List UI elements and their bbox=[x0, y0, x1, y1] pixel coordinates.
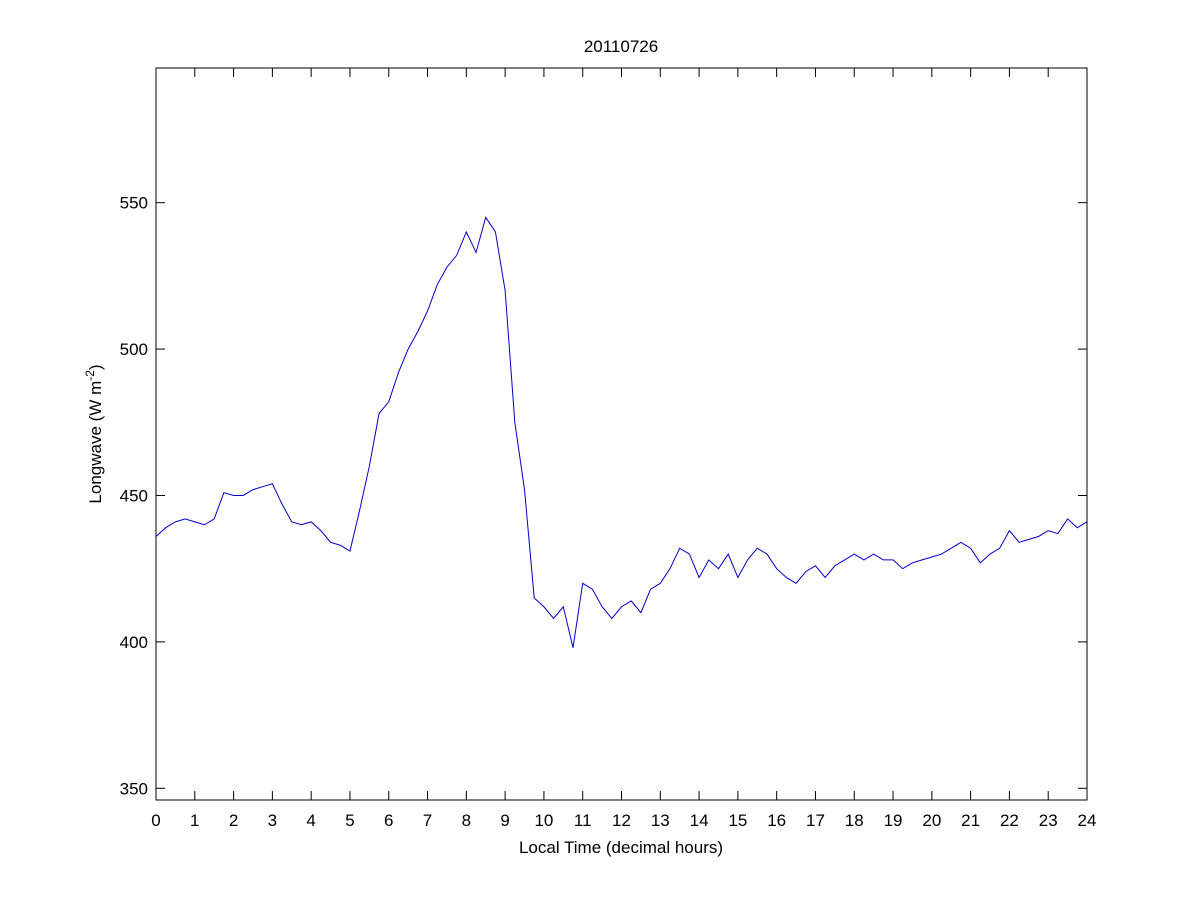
y-tick-label: 550 bbox=[120, 194, 148, 213]
x-axis-label: Local Time (decimal hours) bbox=[519, 838, 723, 857]
x-tick-label: 14 bbox=[690, 811, 709, 830]
y-tick-label: 500 bbox=[120, 340, 148, 359]
x-tick-label: 20 bbox=[922, 811, 941, 830]
x-tick-label: 21 bbox=[961, 811, 980, 830]
x-tick-label: 5 bbox=[345, 811, 354, 830]
x-tick-label: 22 bbox=[1000, 811, 1019, 830]
x-tick-label: 13 bbox=[651, 811, 670, 830]
x-tick-label: 2 bbox=[229, 811, 238, 830]
x-tick-label: 17 bbox=[806, 811, 825, 830]
y-tick-label: 350 bbox=[120, 779, 148, 798]
x-tick-label: 23 bbox=[1039, 811, 1058, 830]
y-tick-label: 400 bbox=[120, 633, 148, 652]
x-tick-label: 3 bbox=[268, 811, 277, 830]
y-label-text: Longwave (W m bbox=[86, 381, 105, 504]
x-tick-label: 9 bbox=[500, 811, 509, 830]
x-tick-label: 24 bbox=[1078, 811, 1097, 830]
y-tick-label: 450 bbox=[120, 486, 148, 505]
chart-title: 20110726 bbox=[584, 37, 658, 56]
data-line bbox=[155, 216, 1088, 648]
y-label-sup: -2 bbox=[83, 370, 97, 381]
x-tick-label: 8 bbox=[462, 811, 471, 830]
x-tick-label: 12 bbox=[612, 811, 631, 830]
x-tick-label: 16 bbox=[767, 811, 786, 830]
x-tick-label: 4 bbox=[306, 811, 315, 830]
x-tick-label: 0 bbox=[151, 811, 160, 830]
x-tick-label: 11 bbox=[574, 811, 592, 830]
x-tick-label: 10 bbox=[534, 811, 553, 830]
x-tick-label: 1 bbox=[190, 811, 199, 830]
y-label-tail: ) bbox=[86, 364, 105, 370]
x-tick-label: 18 bbox=[845, 811, 864, 830]
x-tick-label: 19 bbox=[884, 811, 903, 830]
y-axis-label: Longwave (W m-2) bbox=[83, 364, 105, 503]
x-tick-label: 15 bbox=[728, 811, 747, 830]
x-tick-label: 7 bbox=[423, 811, 432, 830]
x-tick-label: 6 bbox=[384, 811, 393, 830]
